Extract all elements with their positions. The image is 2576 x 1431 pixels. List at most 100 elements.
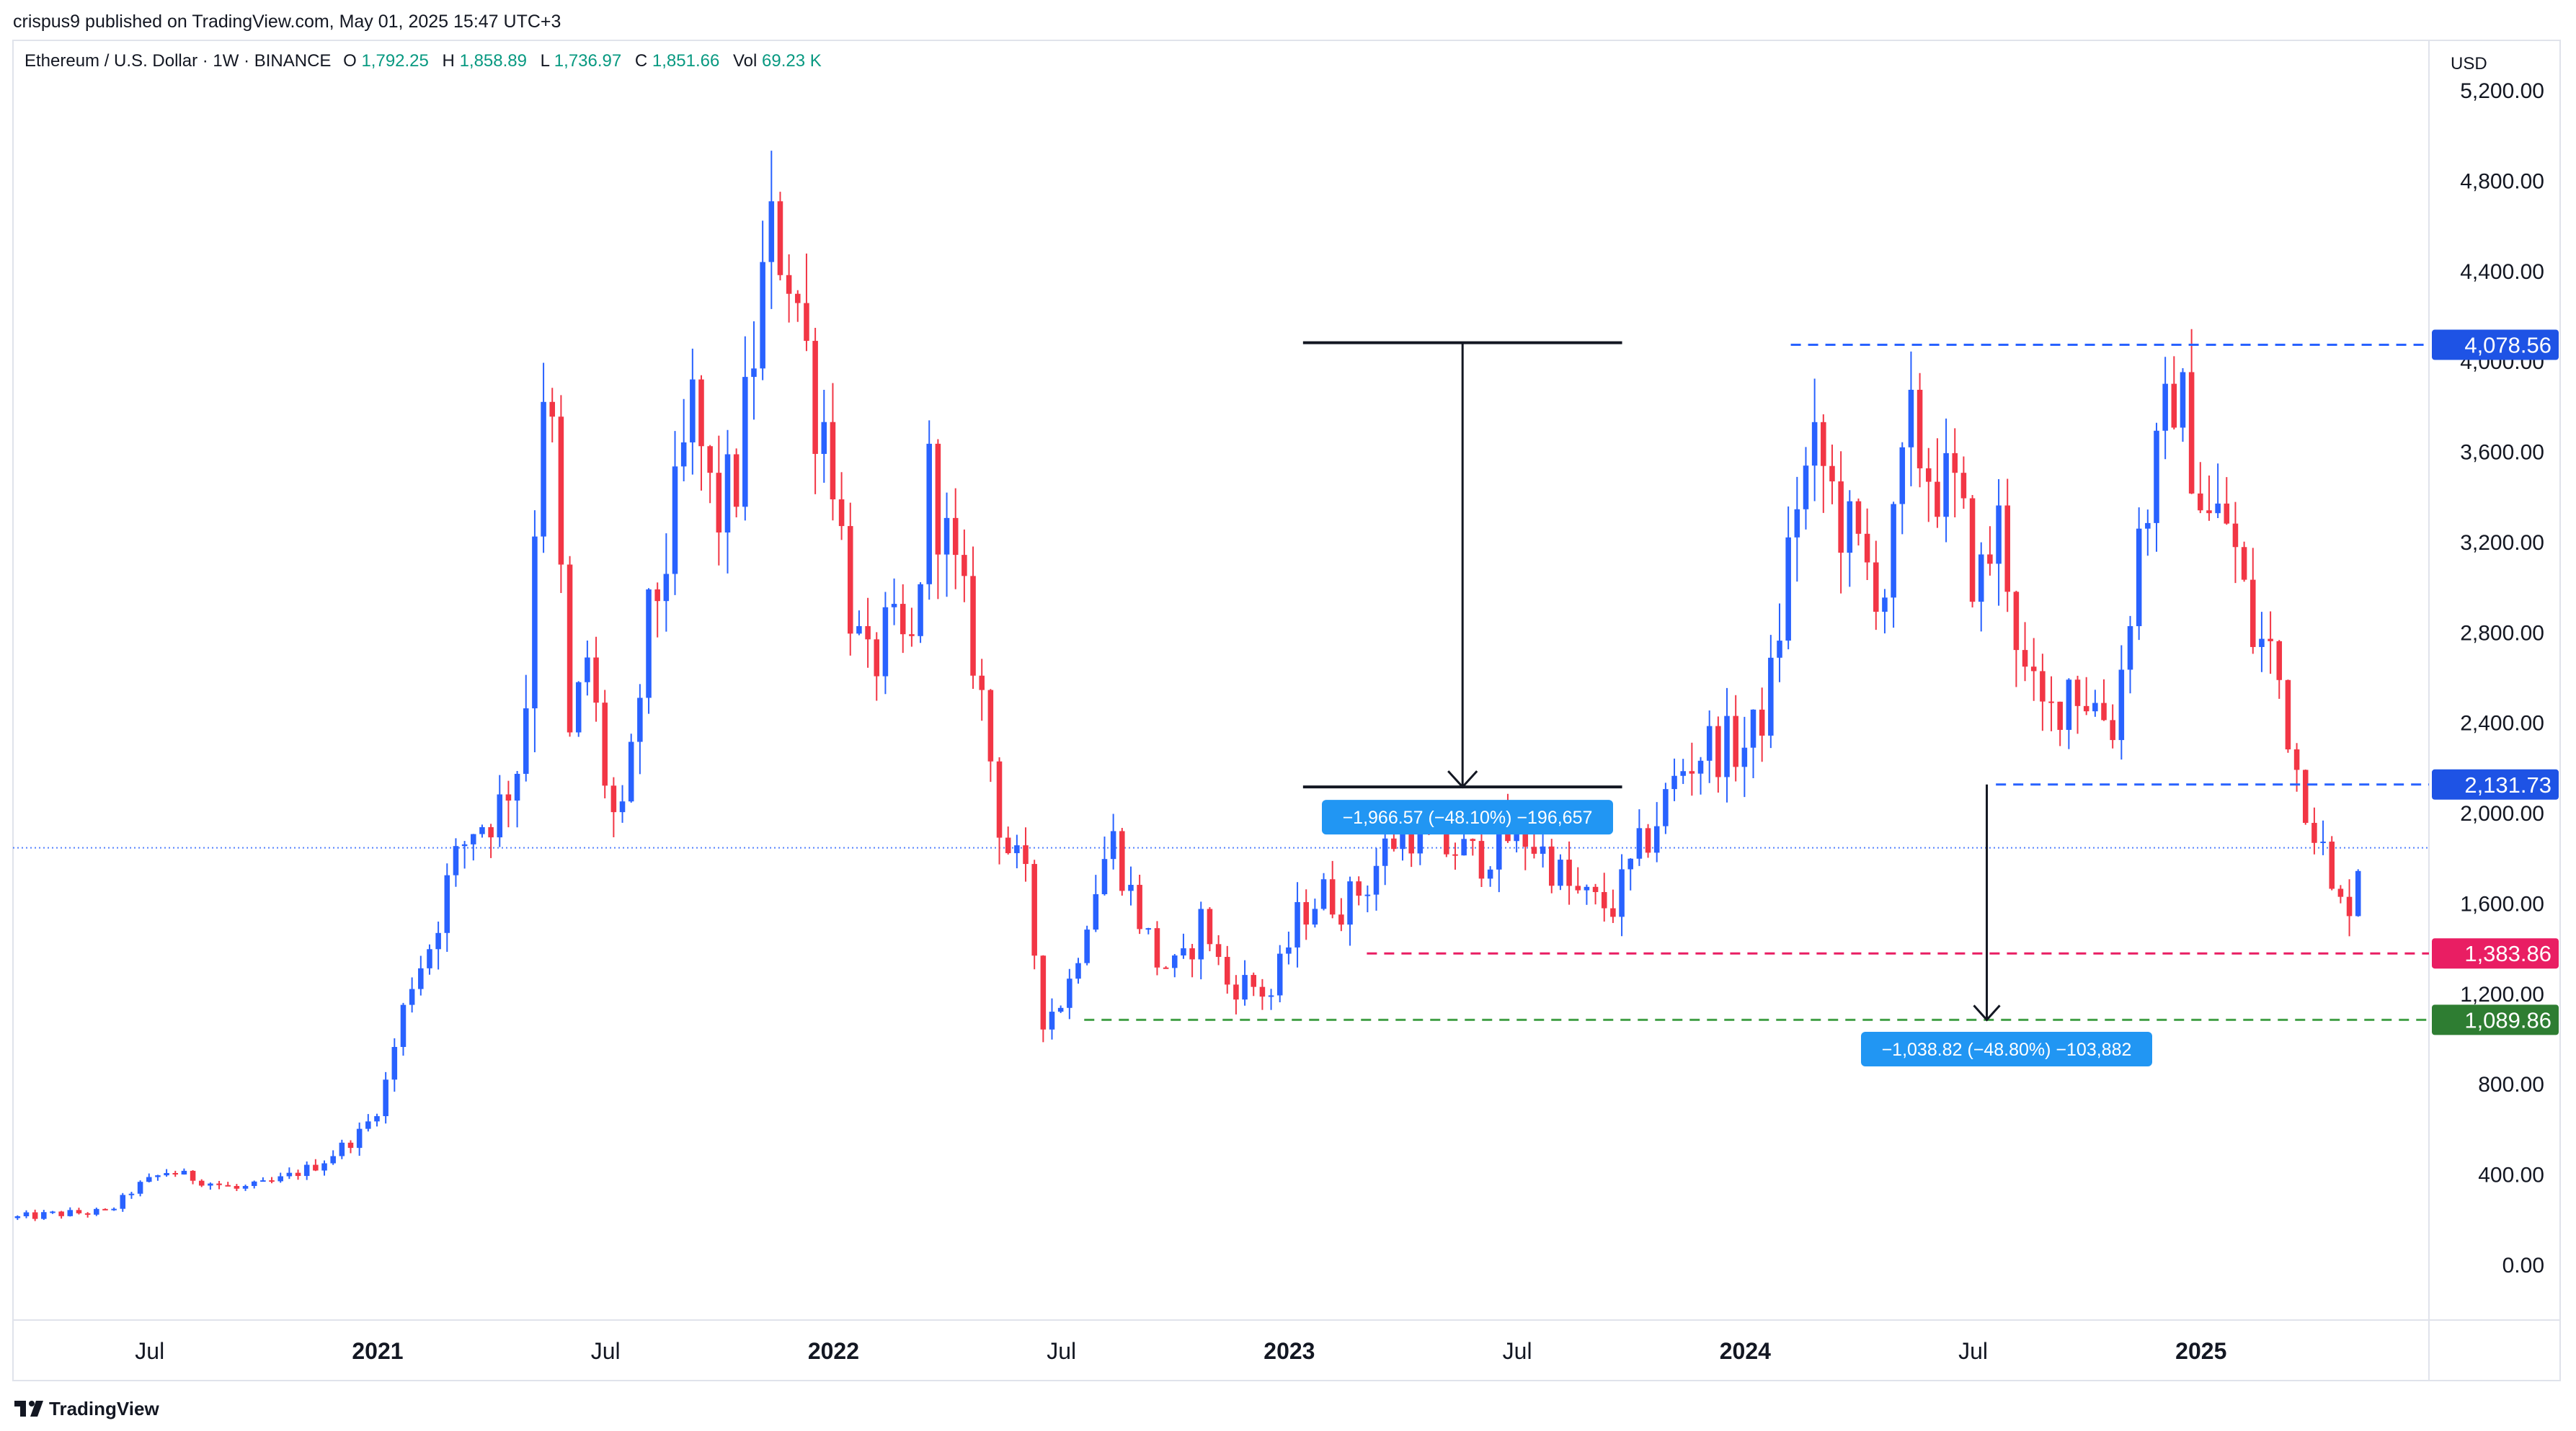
candle-body xyxy=(1969,498,1976,602)
candle-body xyxy=(2092,703,2098,712)
open-value: 1,792.25 xyxy=(361,51,428,71)
y-tick-label: 4,400.00 xyxy=(2460,260,2544,284)
price-tag-box xyxy=(2432,329,2559,360)
candle-body xyxy=(2101,703,2107,721)
candle-body xyxy=(1566,860,1572,886)
candle-body xyxy=(2293,749,2300,770)
candle-body xyxy=(1347,881,1353,925)
candle-body xyxy=(67,1210,74,1216)
candle-body xyxy=(1101,859,1108,895)
candle-body xyxy=(1496,816,1502,870)
tradingview-logo[interactable]: TradingView xyxy=(14,1398,159,1419)
candle-body xyxy=(830,422,836,500)
price-tag-box xyxy=(2432,1004,2559,1035)
y-tick-label: 2,400.00 xyxy=(2460,712,2544,736)
candle-body xyxy=(2329,842,2335,889)
candle-body xyxy=(943,517,950,555)
candle-body xyxy=(32,1212,38,1219)
candle-body xyxy=(471,834,476,844)
candle-body xyxy=(1163,967,1169,969)
candle-body xyxy=(900,604,906,635)
candle-body xyxy=(155,1175,161,1177)
candle-body xyxy=(2154,430,2159,523)
measure-label-box[interactable] xyxy=(1861,1032,2152,1066)
candle-body xyxy=(1452,854,1458,856)
candle-body xyxy=(1320,879,1327,909)
candle-body xyxy=(488,826,494,838)
candle-body xyxy=(2232,523,2239,548)
candle-body xyxy=(251,1181,257,1186)
candle-body xyxy=(1960,473,1967,499)
candle-body xyxy=(76,1210,82,1213)
y-tick-label: 800.00 xyxy=(2478,1073,2544,1097)
y-tick-label: 3,600.00 xyxy=(2460,441,2544,465)
price-tag-label: 2,131.73 xyxy=(2464,772,2551,798)
candle-body xyxy=(146,1177,152,1182)
candle-body xyxy=(1882,597,1888,612)
candle-body xyxy=(1925,468,1932,482)
candle-body xyxy=(2057,701,2063,730)
candle-body xyxy=(961,555,967,576)
candle-body xyxy=(1408,825,1414,854)
x-tick-label: 2025 xyxy=(2175,1338,2226,1364)
symbol-legend[interactable]: Ethereum / U.S. Dollar · 1W · BINANCE O … xyxy=(25,51,822,71)
candle-body xyxy=(1864,533,1870,563)
candle-body xyxy=(181,1170,187,1174)
symbol-title: Ethereum / U.S. Dollar · 1W · BINANCE xyxy=(25,51,331,71)
price-tag-label: 4,078.56 xyxy=(2464,333,2551,358)
candle-body xyxy=(102,1208,108,1211)
candle-body xyxy=(400,1004,407,1048)
candle-body xyxy=(1286,947,1292,954)
candle-body xyxy=(391,1047,398,1080)
tradingview-brand: TradingView xyxy=(49,1398,159,1419)
candle-body xyxy=(1312,909,1318,925)
candle-body xyxy=(321,1163,327,1171)
candle-body xyxy=(996,761,1003,838)
price-axis-labels: 4,078.56 2,131.73 1,383.86 1,089.86 xyxy=(2432,329,2559,1035)
candle-body xyxy=(1952,453,1958,473)
candle-body xyxy=(654,589,660,602)
candle-body xyxy=(94,1208,99,1215)
candle-body xyxy=(418,968,424,989)
candle-body xyxy=(2030,667,2037,672)
candle-body xyxy=(1917,389,1923,468)
candle-body xyxy=(1627,858,1634,870)
candle-body xyxy=(1935,481,1940,517)
candle-body xyxy=(646,589,652,698)
candle-body xyxy=(1084,930,1090,963)
candle-body xyxy=(2250,579,2256,647)
candle-body xyxy=(2066,679,2072,730)
candle-body xyxy=(2285,679,2291,750)
candle-body xyxy=(1724,716,1730,777)
candle-body xyxy=(2355,870,2361,917)
candle-body xyxy=(208,1183,213,1186)
measure-label-box[interactable] xyxy=(1322,800,1613,835)
candle-body xyxy=(2145,522,2151,529)
candle-body xyxy=(987,690,994,762)
candle-body xyxy=(1522,822,1529,847)
candle-body xyxy=(1137,885,1142,930)
horizontal-levels[interactable] xyxy=(1084,344,2429,1021)
candle-body xyxy=(786,275,792,294)
candle-body xyxy=(172,1173,179,1175)
candle-body xyxy=(847,526,853,634)
candle-body xyxy=(1733,716,1738,767)
candle-body xyxy=(1233,984,1239,1000)
candle-body xyxy=(567,564,573,733)
candle-body xyxy=(2040,671,2046,702)
candle-body xyxy=(1119,831,1125,891)
candle-body xyxy=(1461,839,1467,856)
candle-body xyxy=(1531,847,1537,854)
measure-arrow-head xyxy=(1973,1004,2001,1022)
candle-body xyxy=(1014,845,1020,854)
candle-body xyxy=(1575,886,1581,891)
measure-tools[interactable]: −1,966.57 (−48.10%) −196,657 −1,038.82 (−… xyxy=(1302,341,2152,1066)
candle-body xyxy=(1329,879,1336,915)
candle-body xyxy=(1592,886,1599,893)
candle-body xyxy=(1584,886,1590,891)
candle-body xyxy=(1978,554,1984,602)
candle-body xyxy=(1811,422,1818,466)
x-tick-label: 2024 xyxy=(1720,1338,1771,1364)
candle-body xyxy=(1636,828,1643,859)
